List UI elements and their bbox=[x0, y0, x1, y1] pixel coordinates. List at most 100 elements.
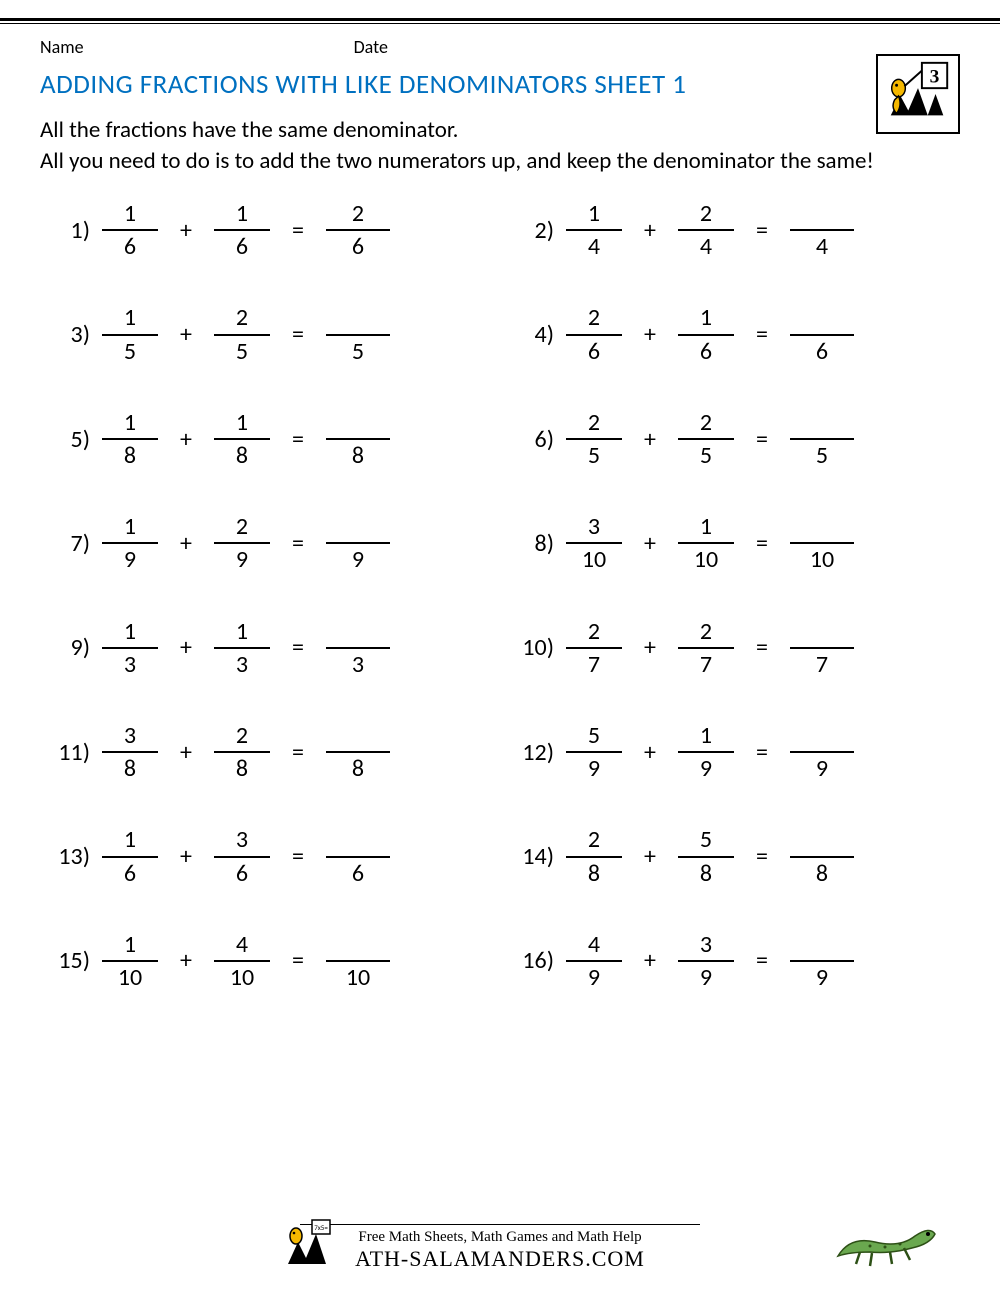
problem-row: 6)25+25= 5 bbox=[504, 410, 960, 468]
worksheet-title: ADDING FRACTIONS WITH LIKE DENOMINATORS … bbox=[40, 68, 960, 101]
fraction-bar bbox=[214, 334, 270, 336]
equals-operator: = bbox=[276, 425, 320, 454]
fraction-b: 16 bbox=[672, 305, 740, 363]
numerator: 3 bbox=[572, 514, 616, 539]
fraction-bar bbox=[102, 438, 158, 440]
problem-row: 9)13+13= 3 bbox=[40, 619, 496, 677]
fraction-bar bbox=[326, 647, 390, 649]
denominator: 10 bbox=[800, 547, 844, 572]
fraction-bar bbox=[214, 438, 270, 440]
fraction-b: 29 bbox=[208, 514, 276, 572]
problem-row: 8)310+110= 10 bbox=[504, 514, 960, 572]
fraction-bar bbox=[102, 960, 158, 962]
plus-operator: + bbox=[628, 842, 672, 871]
grade-badge: 3 bbox=[876, 54, 960, 134]
fraction-bar bbox=[790, 960, 854, 962]
denominator: 3 bbox=[220, 652, 264, 677]
equals-operator: = bbox=[740, 738, 784, 767]
fraction-bar bbox=[326, 960, 390, 962]
numerator bbox=[336, 932, 380, 957]
fraction-a: 18 bbox=[96, 410, 164, 468]
fraction-answer: 5 bbox=[784, 410, 860, 468]
numerator: 2 bbox=[220, 723, 264, 748]
fraction-bar bbox=[326, 751, 390, 753]
plus-operator: + bbox=[164, 842, 208, 871]
svg-text:7x5=: 7x5= bbox=[314, 1223, 328, 1232]
fraction-bar bbox=[566, 856, 622, 858]
plus-operator: + bbox=[628, 738, 672, 767]
problem-number: 15) bbox=[40, 946, 96, 975]
denominator: 10 bbox=[220, 965, 264, 990]
fraction-b: 410 bbox=[208, 932, 276, 990]
numerator: 2 bbox=[336, 201, 380, 226]
plus-operator: + bbox=[164, 633, 208, 662]
denominator: 3 bbox=[336, 652, 380, 677]
salamander-badge-icon: 3 bbox=[879, 57, 957, 131]
fraction-bar bbox=[678, 229, 734, 231]
fraction-b: 39 bbox=[672, 932, 740, 990]
denominator: 5 bbox=[220, 339, 264, 364]
problem-row: 15)110+410= 10 bbox=[40, 932, 496, 990]
numerator: 1 bbox=[108, 827, 152, 852]
denominator: 9 bbox=[220, 547, 264, 572]
denominator: 4 bbox=[684, 234, 728, 259]
denominator: 5 bbox=[800, 443, 844, 468]
fraction-bar bbox=[214, 960, 270, 962]
problem-row: 14)28+58= 8 bbox=[504, 827, 960, 885]
denominator: 10 bbox=[336, 965, 380, 990]
fraction-b: 58 bbox=[672, 827, 740, 885]
fraction-a: 110 bbox=[96, 932, 164, 990]
denominator: 6 bbox=[220, 861, 264, 886]
fraction-answer: 9 bbox=[784, 932, 860, 990]
plus-operator: + bbox=[628, 425, 672, 454]
lizard-icon bbox=[830, 1216, 940, 1272]
fraction-answer: 10 bbox=[784, 514, 860, 572]
fraction-bar bbox=[214, 856, 270, 858]
numerator: 2 bbox=[220, 305, 264, 330]
svg-text:3: 3 bbox=[930, 66, 940, 87]
equals-operator: = bbox=[740, 842, 784, 871]
fraction-answer: 5 bbox=[320, 305, 396, 363]
numerator bbox=[336, 410, 380, 435]
denominator: 8 bbox=[108, 756, 152, 781]
footer: 7x5= Free Math Sheets, Math Games and Ma… bbox=[0, 1224, 1000, 1272]
denominator: 5 bbox=[572, 443, 616, 468]
numerator bbox=[800, 410, 844, 435]
numerator bbox=[336, 514, 380, 539]
denominator: 8 bbox=[336, 443, 380, 468]
fraction-bar bbox=[678, 647, 734, 649]
denominator: 8 bbox=[108, 443, 152, 468]
denominator: 8 bbox=[684, 861, 728, 886]
fraction-bar bbox=[790, 751, 854, 753]
numerator bbox=[800, 827, 844, 852]
fraction-bar bbox=[102, 647, 158, 649]
plus-operator: + bbox=[628, 216, 672, 245]
numerator: 2 bbox=[684, 619, 728, 644]
plus-operator: + bbox=[164, 216, 208, 245]
problem-row: 7)19+29= 9 bbox=[40, 514, 496, 572]
fraction-bar bbox=[326, 856, 390, 858]
fraction-answer: 9 bbox=[784, 723, 860, 781]
numerator: 3 bbox=[220, 827, 264, 852]
fraction-a: 19 bbox=[96, 514, 164, 572]
problem-number: 16) bbox=[504, 946, 560, 975]
denominator: 8 bbox=[220, 756, 264, 781]
fraction-answer: 8 bbox=[320, 723, 396, 781]
denominator: 9 bbox=[684, 965, 728, 990]
fraction-bar bbox=[678, 751, 734, 753]
fraction-bar bbox=[566, 229, 622, 231]
date-label: Date bbox=[354, 36, 388, 58]
numerator: 4 bbox=[572, 932, 616, 957]
fraction-b: 19 bbox=[672, 723, 740, 781]
fraction-bar bbox=[790, 647, 854, 649]
equals-operator: = bbox=[276, 842, 320, 871]
fraction-bar bbox=[566, 438, 622, 440]
instructions-line-2: All you need to do is to add the two num… bbox=[40, 146, 960, 177]
plus-operator: + bbox=[628, 320, 672, 349]
numerator: 1 bbox=[684, 723, 728, 748]
denominator: 9 bbox=[108, 547, 152, 572]
numerator: 1 bbox=[684, 514, 728, 539]
denominator: 6 bbox=[220, 234, 264, 259]
problems-grid: 1)16+16=262)14+24= 43)15+25= 54)26+16= 6… bbox=[40, 195, 960, 990]
numerator: 1 bbox=[220, 619, 264, 644]
